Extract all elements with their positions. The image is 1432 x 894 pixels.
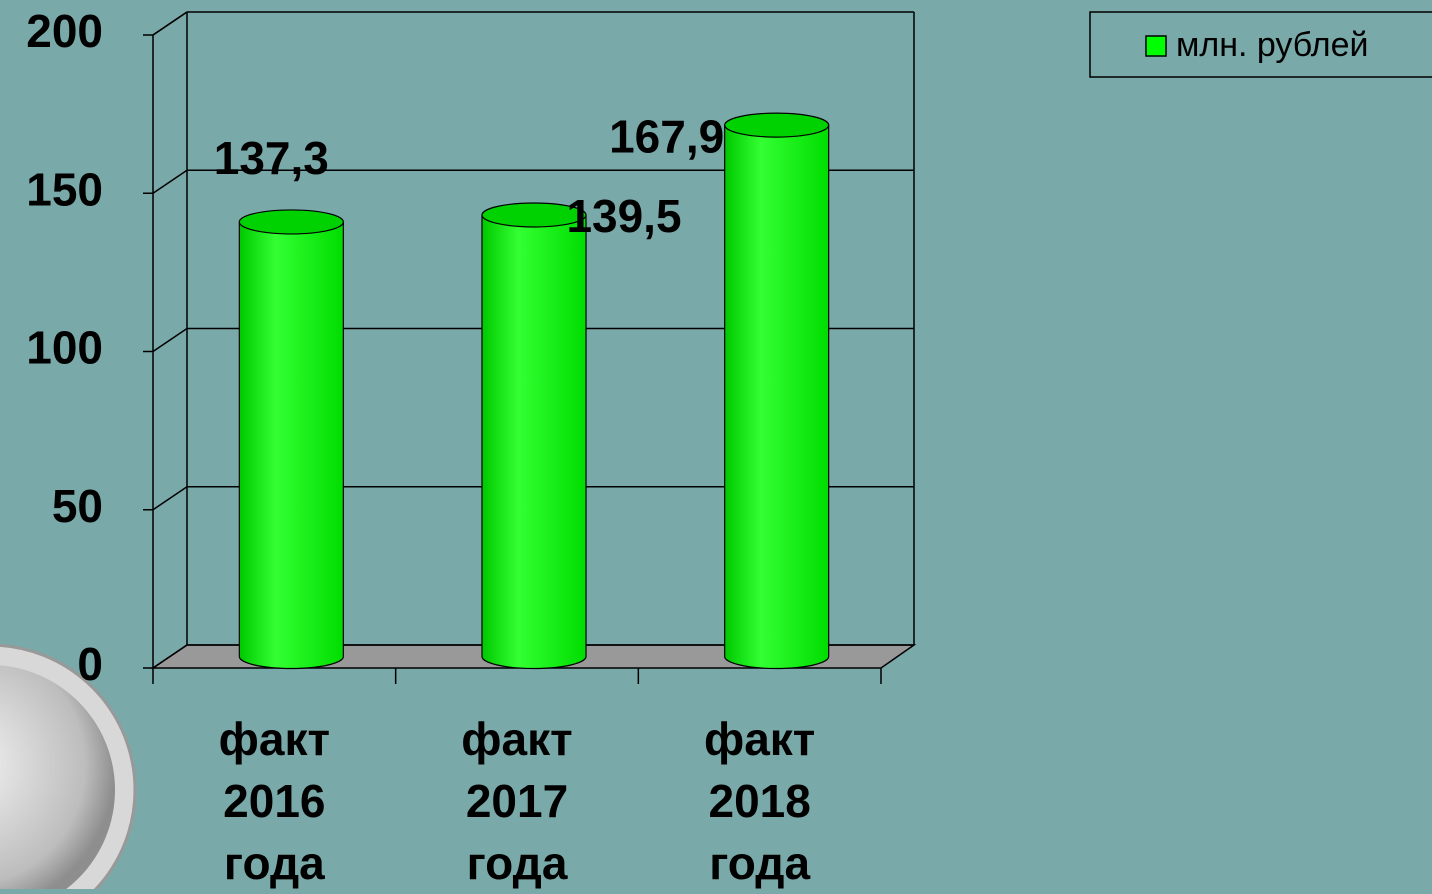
decoration	[0, 665, 115, 889]
legend-label: млн. рублей	[1176, 26, 1368, 64]
x-tick-label: факт 2016 года	[218, 713, 331, 889]
y-tick-label: 0	[77, 638, 103, 690]
y-tick-label: 50	[52, 480, 103, 532]
grid-line	[152, 327, 188, 353]
data-label: 137,3	[214, 132, 329, 184]
x-tick-label: факт 2017 года	[461, 713, 573, 889]
grid-line	[152, 11, 188, 36]
x-tick-label: факт 2018 года	[703, 713, 816, 889]
data-label: 167,9	[609, 110, 724, 162]
y-tick-label: 150	[26, 163, 103, 215]
grid-line	[152, 486, 188, 511]
grid-line	[152, 169, 188, 194]
grid-line	[152, 644, 188, 669]
legend-box	[1089, 11, 1432, 78]
data-label: 139,5	[566, 190, 681, 242]
legend-swatch	[1145, 35, 1167, 57]
bar	[481, 202, 587, 670]
bar	[724, 112, 830, 670]
y-tick-label: 100	[26, 322, 103, 374]
bar	[238, 209, 344, 670]
y-tick-label: 200	[26, 5, 103, 57]
